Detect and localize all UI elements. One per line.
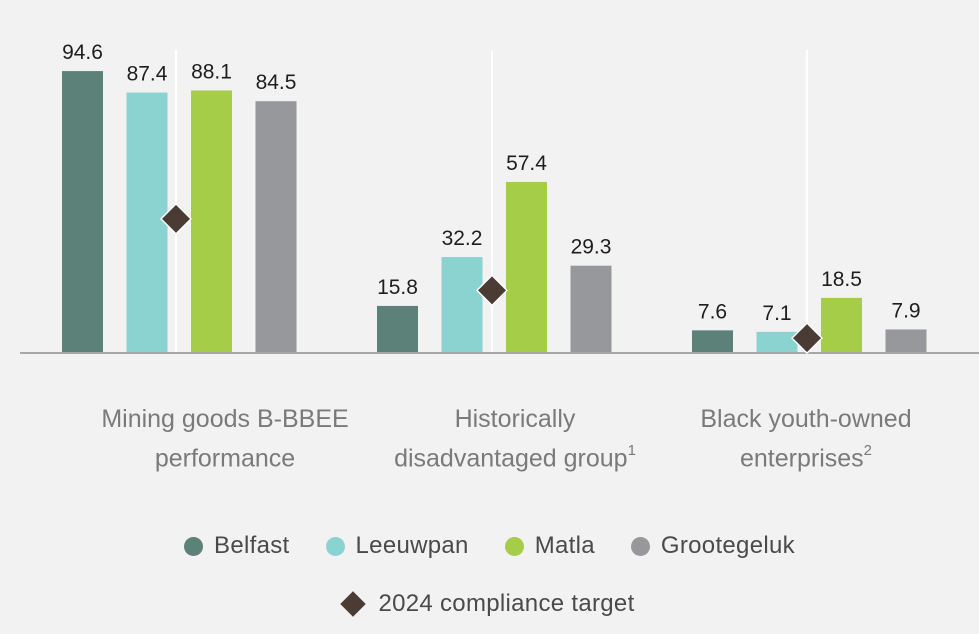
bar-matla-3 [821, 297, 862, 353]
legend-item-leeuwpan: Leeuwpan [325, 532, 469, 560]
target-marker [162, 204, 190, 233]
category-label-line1: Black youth-owned [700, 405, 912, 433]
legend-label: Matla [534, 532, 595, 559]
legend: Belfast Leeuwpan Matla Grootegeluk [0, 532, 979, 560]
legend-swatch [184, 536, 204, 556]
category-footnote-marker: 1 [627, 442, 636, 459]
legend-label: Leeuwpan [355, 532, 469, 559]
bar-leeuwpan-3 [756, 331, 798, 353]
category-label-line2: enterprises [739, 444, 864, 473]
bar-value-label: 15.8 [377, 276, 418, 299]
bar-grootegeluk-1 [255, 101, 297, 353]
bar-value-label: 87.4 [127, 63, 168, 86]
legend-item-matla: Matla [504, 532, 595, 560]
bar-belfast-2 [377, 305, 418, 353]
legend-swatch [630, 536, 650, 556]
bar-grootegeluk-3 [885, 329, 927, 353]
legend-label: Belfast [214, 532, 290, 559]
bar-leeuwpan-1 [126, 92, 168, 353]
category-label-black-youth-owned: Black youth-owned enterprises2 [656, 402, 956, 475]
bar-value-label: 7.9 [891, 299, 920, 322]
target-marker [793, 324, 821, 353]
legend-target: 2024 compliance target [0, 590, 979, 618]
bar-value-label: 57.4 [506, 152, 547, 175]
bar-matla-1 [191, 90, 232, 353]
legend-label: 2024 compliance target [378, 590, 635, 617]
bar-grootegeluk-2 [570, 265, 612, 353]
bar-value-label: 7.6 [698, 300, 727, 323]
target-marker [478, 276, 506, 305]
bar-value-label: 32.2 [442, 227, 483, 250]
category-label-line1: Historically [454, 405, 576, 433]
legend-item-belfast: Belfast [184, 532, 289, 560]
bar-value-label: 84.5 [256, 71, 297, 94]
category-label-line1: Mining goods B-BBEE [101, 405, 349, 433]
bar-value-label: 88.1 [191, 60, 232, 83]
bar-value-label: 7.1 [762, 302, 791, 325]
legend-item-grootegeluk: Grootegeluk [630, 532, 795, 560]
category-label-mining-goods: Mining goods B-BBEE performance [75, 402, 375, 475]
bar-value-label: 94.6 [62, 41, 103, 64]
bar-value-label: 29.3 [571, 236, 612, 259]
legend-item-compliance-target: 2024 compliance target [340, 590, 635, 618]
bar-belfast-1 [62, 71, 103, 353]
bar-matla-2 [506, 181, 547, 353]
diamond-icon [340, 591, 367, 617]
bar-leeuwpan-2 [441, 257, 483, 353]
category-label-line2: performance [154, 444, 296, 473]
legend-swatch [504, 536, 524, 556]
bar-value-label: 18.5 [821, 268, 862, 291]
bar-belfast-3 [692, 330, 733, 353]
category-label-line2: disadvantaged group [394, 444, 628, 473]
legend-label: Grootegeluk [660, 532, 795, 559]
category-label-historically-disadvantaged: Historically disadvantaged group1 [365, 402, 665, 475]
category-footnote-marker: 2 [863, 442, 872, 459]
legend-swatch [325, 536, 345, 556]
